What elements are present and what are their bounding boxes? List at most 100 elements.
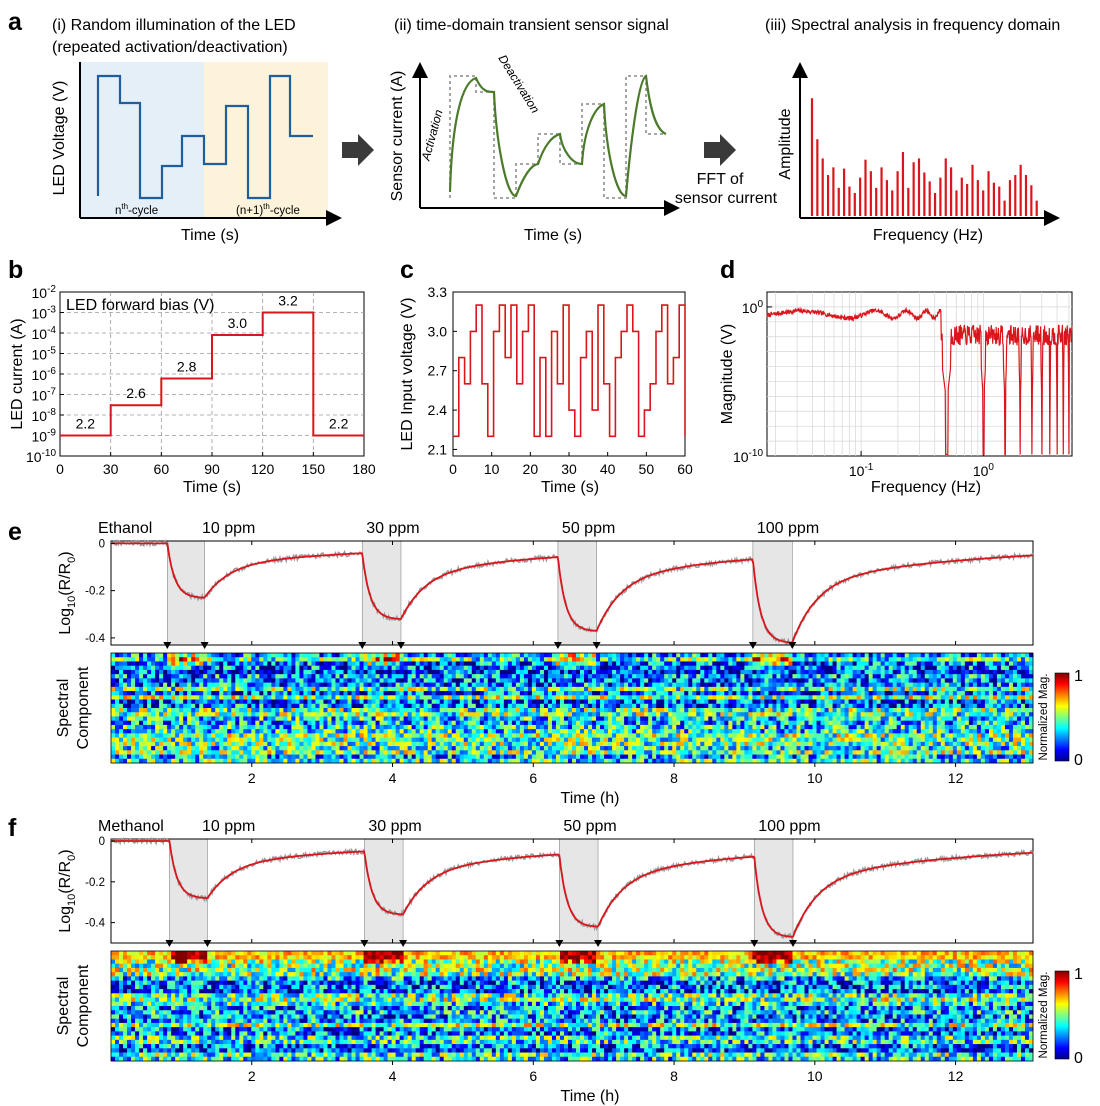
- heatmap-cell: [788, 657, 793, 662]
- heatmap-cell: [323, 674, 328, 679]
- heatmap-cell: [732, 653, 737, 658]
- heatmap-cell: [864, 703, 870, 709]
- heatmap-cell: [195, 661, 200, 666]
- heatmap-cell: [888, 686, 894, 692]
- heatmap-cell: [439, 686, 445, 692]
- heatmap-cell: [503, 661, 509, 666]
- heatmap-cell: [952, 678, 958, 683]
- y-tick-label: 10-2: [32, 284, 57, 301]
- heatmap-cell: [868, 733, 874, 738]
- heatmap-cell: [235, 661, 240, 666]
- heatmap-cell: [359, 712, 364, 717]
- heatmap-cell: [884, 669, 890, 675]
- heatmap-cell: [752, 686, 757, 692]
- heatmap-cell: [375, 716, 380, 721]
- heatmap-cell: [359, 729, 364, 734]
- heatmap-cell: [471, 682, 477, 688]
- heatmap-cell: [936, 699, 942, 705]
- heatmap-cell: [996, 699, 1002, 705]
- heatmap-cell: [988, 686, 994, 692]
- heatmap-cell: [463, 708, 469, 713]
- heatmap-cell: [407, 708, 413, 713]
- heatmap-cell: [183, 657, 188, 662]
- heatmap-cell: [836, 733, 841, 738]
- heatmap-cell: [155, 661, 160, 666]
- heatmap-cell: [644, 674, 649, 679]
- heatmap-cell: [804, 691, 809, 696]
- heatmap-cell: [640, 691, 645, 696]
- heatmap-cell: [924, 708, 930, 713]
- heatmap-cell: [235, 733, 240, 738]
- heatmap-cell: [535, 682, 541, 688]
- heatmap-cell: [255, 661, 260, 666]
- heatmap-cell: [547, 699, 553, 705]
- heatmap-cell: [255, 682, 260, 688]
- heatmap-cell: [832, 657, 837, 662]
- heatmap-cell: [271, 720, 276, 726]
- heatmap-cell: [183, 699, 188, 705]
- heatmap-cell: [1024, 703, 1030, 709]
- heatmap-cell: [527, 682, 533, 688]
- heatmap-cell: [880, 729, 886, 734]
- heatmap-cell: [792, 665, 797, 671]
- heatmap-cell: [111, 653, 116, 658]
- heatmap-cell: [884, 665, 890, 671]
- heatmap-cell: [227, 695, 232, 700]
- heatmap-cell: [780, 674, 785, 679]
- heatmap-cell: [980, 699, 986, 705]
- heatmap-cell: [483, 729, 489, 734]
- heatmap-cell: [335, 737, 340, 743]
- heatmap-cell: [323, 657, 328, 662]
- heatmap-cell: [972, 724, 978, 730]
- heatmap-cell: [600, 691, 605, 696]
- heatmap-cell: [788, 708, 793, 713]
- heatmap-cell: [119, 669, 124, 675]
- heatmap-cell: [491, 712, 497, 717]
- heatmap-cell: [411, 729, 417, 734]
- heatmap-cell: [395, 716, 401, 721]
- heatmap-cell: [800, 669, 805, 675]
- heatmap-cell: [187, 729, 192, 734]
- heatmap-cell: [972, 699, 978, 705]
- heatmap-cell: [840, 661, 845, 666]
- heatmap-cell: [359, 669, 364, 675]
- heatmap-cell: [407, 703, 413, 709]
- heatmap-cell: [744, 665, 749, 671]
- heatmap-cell: [748, 657, 753, 662]
- heatmap-cell: [403, 737, 409, 743]
- heatmap-cell: [443, 712, 449, 717]
- heatmap-cell: [744, 699, 749, 705]
- heatmap-cell: [784, 733, 789, 738]
- heatmap-cell: [227, 669, 232, 675]
- heatmap-cell: [768, 695, 773, 700]
- heatmap-cell: [800, 653, 805, 658]
- heatmap-cell: [115, 657, 120, 662]
- heatmap-cell: [531, 724, 537, 730]
- heatmap-cell: [640, 729, 645, 734]
- heatmap-cell: [143, 729, 148, 734]
- heatmap-cell: [828, 691, 833, 696]
- heatmap-cell: [652, 678, 657, 683]
- heatmap-cell: [211, 678, 216, 683]
- heatmap-cell: [319, 665, 324, 671]
- heatmap-cell: [159, 669, 164, 675]
- heatmap-cell: [1028, 661, 1034, 666]
- heatmap-cell: [604, 691, 609, 696]
- heatmap-cell: [351, 695, 356, 700]
- heatmap-cell: [299, 712, 304, 717]
- heatmap-cell: [880, 661, 886, 666]
- heatmap-cell: [551, 733, 557, 738]
- heatmap-cell: [503, 708, 509, 713]
- heatmap-cell: [147, 716, 152, 721]
- heatmap-cell: [515, 653, 521, 658]
- heatmap-cell: [952, 661, 958, 666]
- heatmap-cell: [359, 695, 364, 700]
- heatmap-cell: [243, 695, 248, 700]
- heatmap-cell: [980, 686, 986, 692]
- heatmap-cell: [319, 720, 324, 726]
- heatmap-cell: [804, 729, 809, 734]
- heatmap-cell: [808, 691, 813, 696]
- heatmap-cell: [507, 674, 513, 679]
- heatmap-cell: [179, 665, 184, 671]
- heatmap-cell: [604, 729, 609, 734]
